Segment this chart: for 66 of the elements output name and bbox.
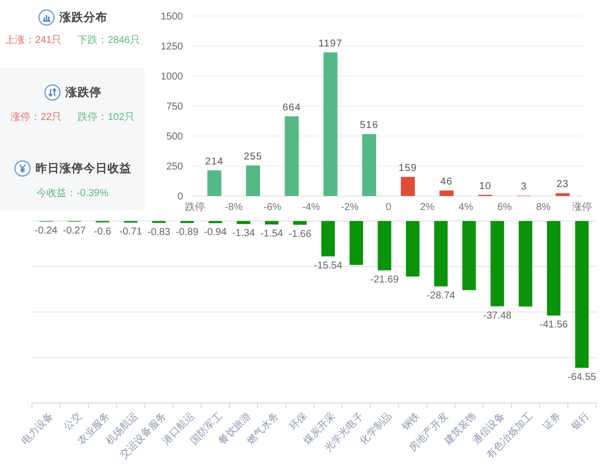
x-tick-label: 环保 [288,410,310,433]
x-tick-label: 涨停 [572,201,592,213]
text: 涨跌停 [66,85,102,100]
data-label: -0.83 [148,226,171,238]
bar [556,193,570,196]
x-tick-label: -4% [302,202,320,213]
text: 涨停：22只 [10,110,62,124]
data-label: -28.74 [426,290,456,302]
data-label: -41.56 [540,320,568,331]
y-tick-label: 750 [166,102,184,112]
bar [284,116,299,196]
text: 涨跌分布 [60,10,108,24]
text: 今收益：-0.39% [36,187,108,200]
data-label: 1197 [318,38,342,50]
x-tick-label: 4% [458,202,474,213]
x-tick-label: 跌停 [185,201,205,213]
data-label: -0.6 [94,226,112,238]
text: 下跌：2846只 [78,34,140,47]
data-label: -0.27 [62,226,86,237]
data-label: 23 [556,179,569,190]
x-tick-label: -2% [340,202,359,213]
data-label: 10 [479,180,492,192]
y-tick-label: 1000 [160,72,184,82]
y-tick-label: 500 [166,132,184,142]
x-tick-label: 电力设备 [18,410,56,447]
x-tick-label: 公交 [61,410,84,433]
bar [400,176,415,196]
data-label: 159 [398,162,418,174]
x-tick-label: -8% [224,202,243,213]
bar [323,52,338,196]
data-label: -0.24 [34,226,58,237]
data-label: -0.89 [176,227,199,238]
data-label: -21.69 [370,274,400,286]
x-tick-label: -6% [264,202,282,213]
text: 跌停：102只 [78,110,134,124]
bar [207,170,222,196]
y-tick-label: 250 [166,162,184,172]
data-label: -1.66 [288,228,312,240]
data-label: -64.55 [568,372,597,383]
text: 昨日涨停今日收益 [36,161,132,176]
data-label: 46 [440,176,453,188]
data-label: 214 [205,156,224,168]
data-label: -0.94 [204,227,228,238]
x-tick-label: 钢铁 [399,410,422,434]
bar [440,190,454,196]
y-tick-label: 1250 [160,42,184,52]
data-label: 255 [244,151,262,162]
data-label: -15.54 [314,260,343,272]
x-tick-label: 0 [386,202,392,213]
data-label: 516 [360,120,378,132]
data-label: 664 [282,102,301,114]
x-tick-label: 8% [536,202,551,213]
data-label: 3 [520,182,528,193]
y-tick-label: 0 [177,192,184,202]
x-tick-label: 证券 [540,410,564,433]
x-tick-label: 6% [497,202,512,213]
bar [246,165,260,196]
data-label: -0.71 [119,226,143,238]
data-label: -37.48 [483,310,512,322]
data-label: -1.54 [260,228,284,240]
bar [362,134,376,196]
text: 上涨：241只 [5,34,62,47]
data-label: -1.34 [232,228,256,240]
x-tick-label: 2% [420,202,435,213]
x-tick-label: 银行 [568,410,592,434]
y-tick-label: 1500 [160,12,184,22]
